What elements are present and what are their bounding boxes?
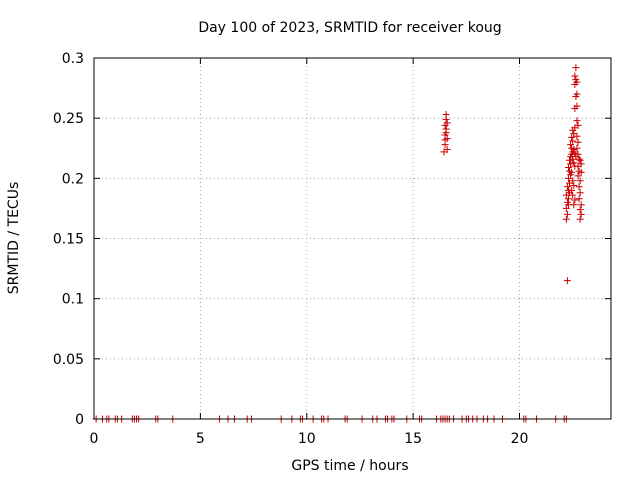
data-point: [443, 119, 451, 127]
data-point: [568, 186, 576, 194]
data-point: [566, 156, 574, 164]
data-point: [576, 215, 584, 223]
y-tick-label: 0.15: [53, 232, 84, 248]
data-point: [577, 160, 585, 168]
y-tick-label: 0.05: [53, 352, 84, 368]
data-point: [577, 201, 585, 209]
data-point: [563, 277, 571, 285]
data-point: [562, 215, 570, 223]
data-point: [573, 144, 581, 152]
data-point: [567, 160, 575, 168]
data-point: [573, 78, 581, 86]
y-tick-label: 0.1: [62, 292, 84, 308]
data-point: [576, 177, 584, 185]
data-point: [577, 210, 585, 218]
data-point: [574, 150, 582, 158]
data-point: [574, 138, 582, 146]
y-tick-label: 0.25: [53, 111, 84, 127]
data-point: [442, 125, 450, 133]
data-point: [562, 204, 570, 212]
data-point: [573, 102, 581, 110]
data-point: [574, 121, 582, 129]
data-point: [569, 177, 577, 185]
data-point: [563, 198, 571, 206]
data-point: [569, 137, 577, 145]
data-point: [564, 195, 572, 203]
grid: [94, 58, 611, 419]
plot-frame: [93, 57, 612, 420]
y-tick-label: 0.2: [62, 171, 84, 187]
data-point: [569, 191, 577, 199]
data-point: [564, 164, 572, 172]
data-point: [576, 206, 584, 214]
y-tick-labels: 0 0.05 0.1 0.15 0.2 0.25 0.3: [53, 51, 84, 428]
x-tick-label: 10: [298, 431, 316, 447]
data-point: [575, 183, 583, 191]
data-point: [568, 168, 576, 176]
data-point: [564, 174, 572, 182]
chart-title: Day 100 of 2023, SRMTID for receiver kou…: [198, 20, 501, 36]
x-tick-label: 15: [404, 431, 422, 447]
data-point: [563, 210, 571, 218]
data-point: [567, 141, 575, 149]
data-point: [443, 135, 451, 143]
y-tick-label: 0: [75, 412, 84, 428]
data-point: [571, 196, 579, 204]
data-point: [442, 111, 450, 119]
data-point: [575, 195, 583, 203]
data-point: [443, 145, 451, 153]
data-point: [570, 182, 578, 190]
data-point: [568, 133, 576, 141]
data-point: [571, 149, 579, 157]
axis-ticks: [93, 57, 611, 420]
data-point: [575, 155, 583, 163]
data-point: [570, 201, 578, 209]
data-point: [577, 168, 585, 176]
x-tick-label: 5: [196, 431, 205, 447]
data-point: [576, 156, 584, 164]
data-point: [573, 90, 581, 98]
data-point: [570, 145, 578, 153]
data-point: [563, 183, 571, 191]
data-point: [576, 189, 584, 197]
data-point: [571, 72, 579, 80]
x-axis-title: GPS time / hours: [291, 458, 408, 474]
data-point: [573, 132, 581, 140]
x-tick-label: 0: [90, 431, 99, 447]
data-point: [573, 117, 581, 125]
x-tick-label: 20: [511, 431, 529, 447]
data-point: [574, 172, 582, 180]
y-tick-label: 0.3: [62, 51, 84, 67]
data-point: [572, 64, 580, 72]
data-point: [570, 159, 578, 167]
x-tick-labels: 0 5 10 15 20: [90, 431, 529, 447]
y-axis-title: SRMTID / TECUs: [6, 182, 22, 295]
